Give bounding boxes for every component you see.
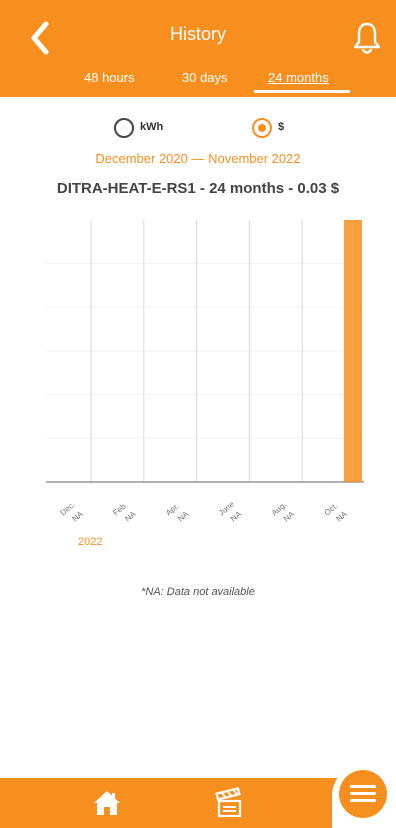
na-footnote: *NA: Data not available bbox=[141, 586, 255, 598]
menu-icon-line bbox=[350, 799, 376, 802]
na-value-label: NA bbox=[282, 509, 297, 523]
menu-button[interactable] bbox=[339, 770, 387, 818]
active-tab-indicator bbox=[254, 90, 350, 93]
year-label: 2022 bbox=[78, 536, 103, 548]
na-value-label: NA bbox=[335, 509, 350, 523]
radio-label-kwh: kWh bbox=[140, 121, 164, 133]
tab-30-days[interactable]: 30 days bbox=[182, 70, 228, 85]
radio-label-dollar: $ bbox=[278, 121, 285, 133]
na-value-label: NA bbox=[71, 509, 86, 523]
app-header: History 48 hours 30 days 24 months bbox=[0, 0, 396, 97]
na-value-label: NA bbox=[176, 509, 191, 523]
na-value-label: NA bbox=[229, 509, 244, 523]
date-range: December 2020 — November 2022 bbox=[95, 151, 301, 166]
bottom-nav bbox=[0, 778, 396, 828]
radio-kwh[interactable]: kWh bbox=[114, 118, 174, 140]
tab-48-hours[interactable]: 48 hours bbox=[84, 70, 135, 85]
unit-selector: kWh $ bbox=[0, 118, 396, 140]
tab-24-months[interactable]: 24 months bbox=[268, 70, 329, 85]
radio-circle-selected bbox=[252, 118, 272, 138]
radio-circle bbox=[114, 118, 134, 138]
menu-icon bbox=[350, 785, 376, 788]
page-title: History bbox=[169, 24, 226, 44]
bar-nov bbox=[344, 220, 362, 482]
bell-icon[interactable] bbox=[352, 20, 382, 56]
home-icon[interactable] bbox=[92, 788, 122, 818]
radio-dollar[interactable]: $ bbox=[252, 118, 302, 140]
period-tabs: 48 hours 30 days 24 months bbox=[0, 70, 396, 96]
menu-icon-line bbox=[350, 792, 376, 795]
na-value-label: NA bbox=[123, 509, 138, 523]
back-arrow-icon[interactable] bbox=[24, 18, 56, 58]
chart-title: DITRA-HEAT-E-RS1 - 24 months - 0.03 $ bbox=[56, 180, 340, 197]
clapperboard-icon[interactable] bbox=[214, 787, 244, 819]
